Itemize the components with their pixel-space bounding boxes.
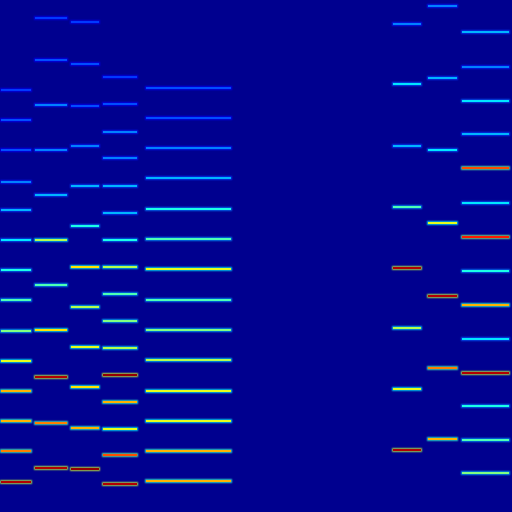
partial-line-91 — [462, 167, 509, 169]
partial-line-64 — [146, 147, 231, 149]
partial-line-11 — [1, 149, 31, 151]
partial-line-57 — [146, 359, 231, 361]
partial-line-21 — [35, 149, 67, 151]
partial-line-7 — [1, 269, 31, 271]
partial-line-69 — [393, 327, 421, 329]
partial-line-63 — [146, 177, 231, 179]
partial-line-44 — [103, 293, 137, 295]
partial-line-95 — [462, 31, 509, 33]
partial-line-88 — [462, 270, 509, 272]
partial-line-93 — [462, 100, 509, 102]
partial-line-9 — [1, 209, 31, 211]
partial-line-77 — [428, 295, 457, 297]
partial-line-47 — [103, 212, 137, 214]
partial-line-6 — [1, 299, 31, 301]
partial-line-58 — [146, 329, 231, 331]
partial-line-59 — [146, 299, 231, 301]
partial-line-89 — [462, 236, 509, 238]
partial-line-94 — [462, 66, 509, 68]
partial-line-19 — [35, 239, 67, 241]
partial-line-22 — [35, 104, 67, 106]
partial-line-79 — [428, 149, 457, 151]
partial-line-66 — [146, 87, 231, 89]
partial-line-67 — [393, 449, 421, 451]
partial-line-32 — [71, 185, 99, 187]
partial-line-46 — [103, 239, 137, 241]
partial-line-42 — [103, 347, 137, 349]
partial-line-14 — [35, 467, 67, 469]
partial-line-72 — [393, 145, 421, 147]
partial-line-23 — [35, 59, 67, 61]
partial-line-76 — [428, 367, 457, 369]
partial-line-60 — [146, 268, 231, 270]
partial-line-26 — [71, 427, 99, 429]
partial-line-5 — [1, 330, 31, 332]
partial-line-0 — [1, 481, 31, 483]
partial-line-85 — [462, 372, 509, 374]
partial-line-90 — [462, 202, 509, 204]
partial-line-61 — [146, 238, 231, 240]
partial-line-39 — [103, 428, 137, 430]
partial-line-1 — [1, 450, 31, 452]
partial-line-87 — [462, 304, 509, 306]
partial-line-24 — [35, 17, 67, 19]
partial-line-51 — [103, 103, 137, 105]
partial-line-43 — [103, 320, 137, 322]
partial-line-82 — [462, 472, 509, 474]
partial-line-81 — [428, 5, 457, 7]
partial-line-49 — [103, 157, 137, 159]
partial-line-70 — [393, 267, 421, 269]
partial-line-38 — [103, 454, 137, 456]
partial-line-78 — [428, 222, 457, 224]
partial-line-54 — [146, 450, 231, 452]
partial-line-15 — [35, 422, 67, 424]
partial-line-4 — [1, 360, 31, 362]
partial-line-74 — [393, 23, 421, 25]
partial-line-37 — [103, 483, 137, 485]
partial-line-83 — [462, 439, 509, 441]
partial-line-2 — [1, 420, 31, 422]
partial-line-12 — [1, 119, 31, 121]
partial-line-80 — [428, 77, 457, 79]
partial-line-41 — [103, 374, 137, 376]
partial-line-36 — [71, 21, 99, 23]
partial-line-45 — [103, 266, 137, 268]
partials-core-layer — [1, 5, 509, 485]
partial-line-8 — [1, 239, 31, 241]
partial-line-30 — [71, 266, 99, 268]
partial-line-50 — [103, 131, 137, 133]
partial-line-16 — [35, 376, 67, 378]
partial-line-71 — [393, 206, 421, 208]
partial-line-52 — [103, 76, 137, 78]
partial-line-56 — [146, 390, 231, 392]
partial-line-13 — [1, 89, 31, 91]
partial-line-92 — [462, 133, 509, 135]
partial-line-65 — [146, 117, 231, 119]
partial-line-75 — [428, 438, 457, 440]
partial-line-73 — [393, 83, 421, 85]
partial-line-48 — [103, 185, 137, 187]
partial-line-62 — [146, 208, 231, 210]
partial-line-31 — [71, 225, 99, 227]
partial-line-29 — [71, 306, 99, 308]
partial-line-34 — [71, 105, 99, 107]
partial-line-25 — [71, 468, 99, 470]
partial-line-10 — [1, 181, 31, 183]
partial-line-18 — [35, 284, 67, 286]
partial-line-17 — [35, 329, 67, 331]
partial-line-20 — [35, 194, 67, 196]
partial-line-33 — [71, 145, 99, 147]
partial-line-84 — [462, 405, 509, 407]
partial-line-35 — [71, 63, 99, 65]
partial-line-27 — [71, 386, 99, 388]
partial-line-53 — [146, 480, 231, 482]
partial-line-40 — [103, 401, 137, 403]
partial-line-55 — [146, 420, 231, 422]
partial-line-3 — [1, 390, 31, 392]
partial-line-28 — [71, 346, 99, 348]
partial-line-68 — [393, 388, 421, 390]
partial-line-86 — [462, 338, 509, 340]
